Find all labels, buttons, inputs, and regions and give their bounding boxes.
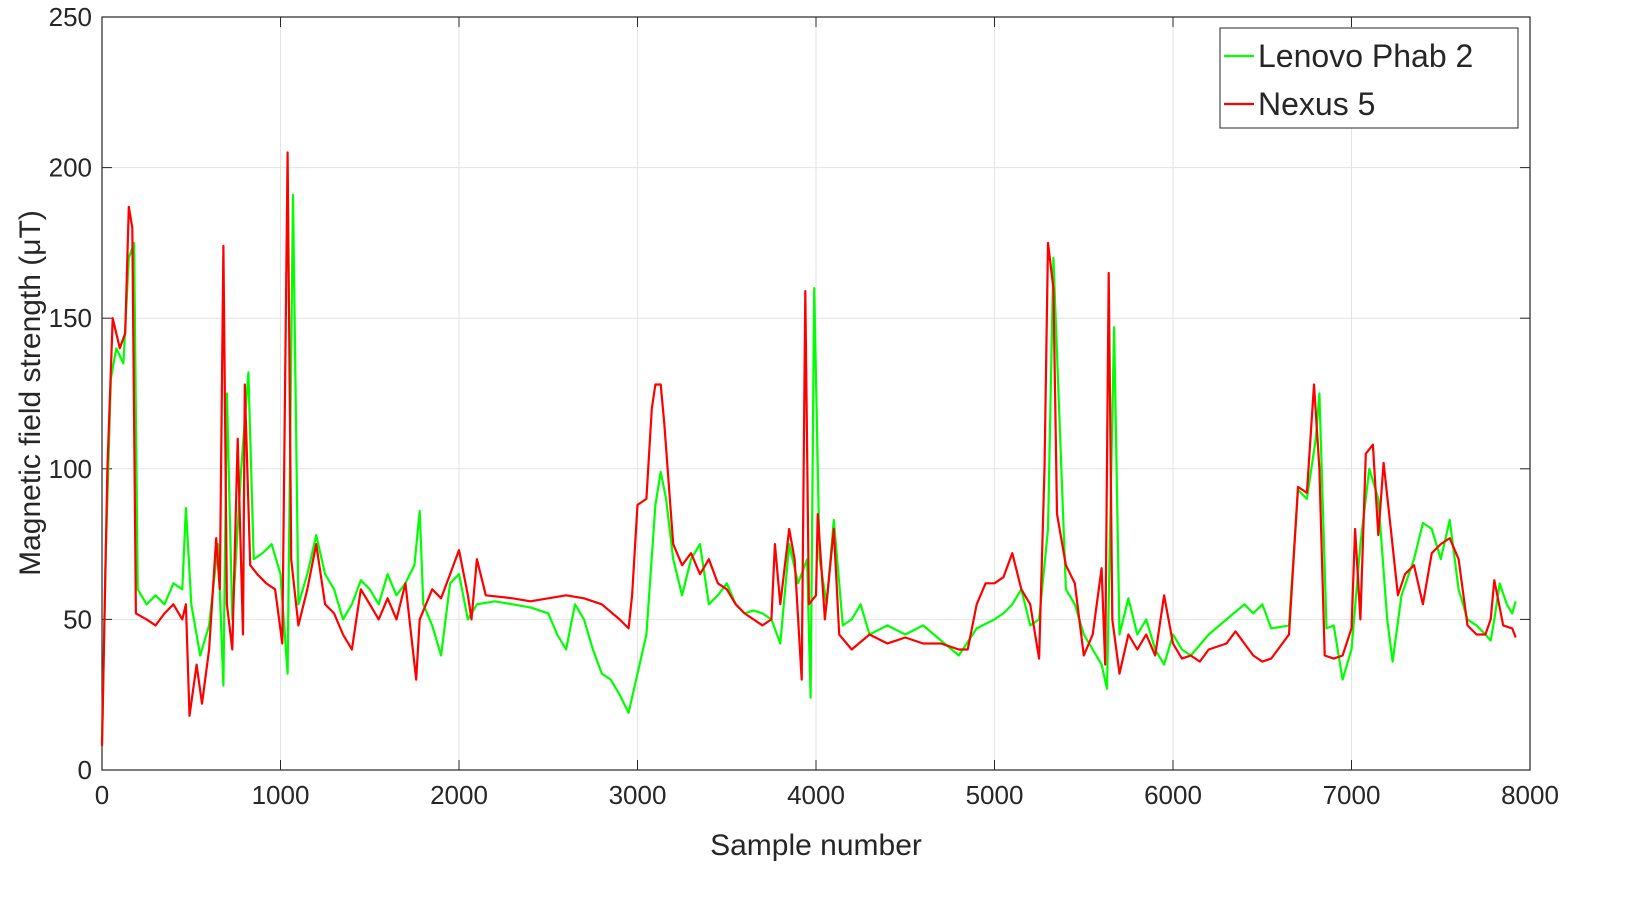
x-tick-label: 1000 (252, 780, 310, 810)
y-tick-label: 100 (49, 454, 92, 484)
legend: Lenovo Phab 2 Nexus 5 (1219, 27, 1519, 129)
legend-label: Nexus 5 (1258, 86, 1375, 122)
plot-frame (101, 16, 1531, 771)
x-tick-label: 2000 (430, 780, 488, 810)
x-axis-label: Sample number (710, 829, 922, 862)
legend-label: Lenovo Phab 2 (1258, 38, 1473, 74)
x-tick-label: 7000 (1323, 780, 1381, 810)
x-tick-label: 6000 (1144, 780, 1202, 810)
y-tick-label: 250 (49, 2, 92, 32)
y-tick-label: 50 (63, 604, 92, 634)
y-tick-label: 0 (78, 755, 92, 785)
y-tick-label: 200 (49, 153, 92, 183)
x-tick-label: 3000 (609, 780, 667, 810)
data-line (100, 193, 1517, 746)
x-tick-label: 5000 (966, 780, 1024, 810)
legend-box (1219, 27, 1519, 129)
x-tick-label: 0 (95, 780, 109, 810)
data-line (100, 151, 1517, 746)
y-tick-label: 150 (49, 303, 92, 333)
x-tick-label: 4000 (787, 780, 845, 810)
y-axis-label: Magnetic field strength (μT) (14, 210, 47, 576)
x-tick-label: 8000 (1501, 780, 1559, 810)
